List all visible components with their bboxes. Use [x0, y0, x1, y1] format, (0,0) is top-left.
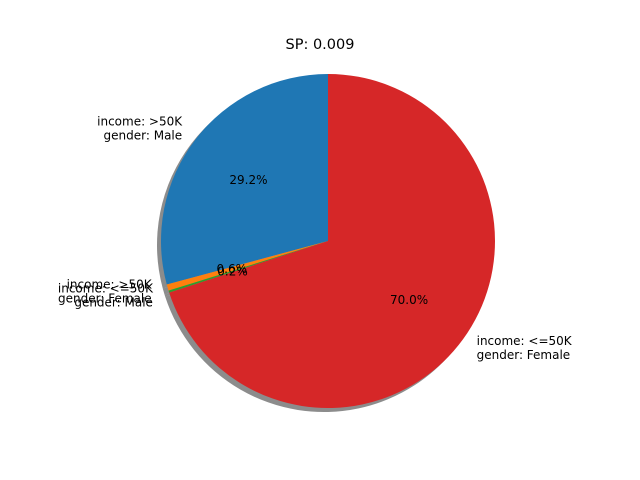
slice-pct-income-50k-gender-male: 29.2% [229, 173, 267, 187]
slice-income-50k-gender-male [168, 241, 328, 293]
slice-pct-income-50k-gender-female: 70.0% [390, 293, 428, 307]
slice-label-income-50k-gender-female: income: <=50K gender: Female [477, 334, 573, 362]
slice-label-income-50k-gender-male: income: <=50K gender: Male [58, 282, 154, 310]
pie-slices [161, 74, 496, 408]
slice-label-income-50k-gender-male: income: >50K gender: Male [97, 114, 183, 142]
pie-labels: income: >50K gender: Male 29.2% income: >50… [58, 114, 573, 362]
slice-pct-income-50k-gender-female: 0.6% [217, 262, 248, 276]
slice-pct-income-50k-gender-male: 0.2% [217, 264, 248, 278]
slice-income-50k-gender-male [161, 74, 328, 285]
slice-income-50k-gender-female [166, 241, 328, 291]
slice-label-income-50k-gender-female: income: >50K gender: Female [58, 277, 153, 305]
slice-income-50k-gender-female [169, 74, 496, 408]
chart-title: SP: 0.009 [286, 37, 355, 53]
